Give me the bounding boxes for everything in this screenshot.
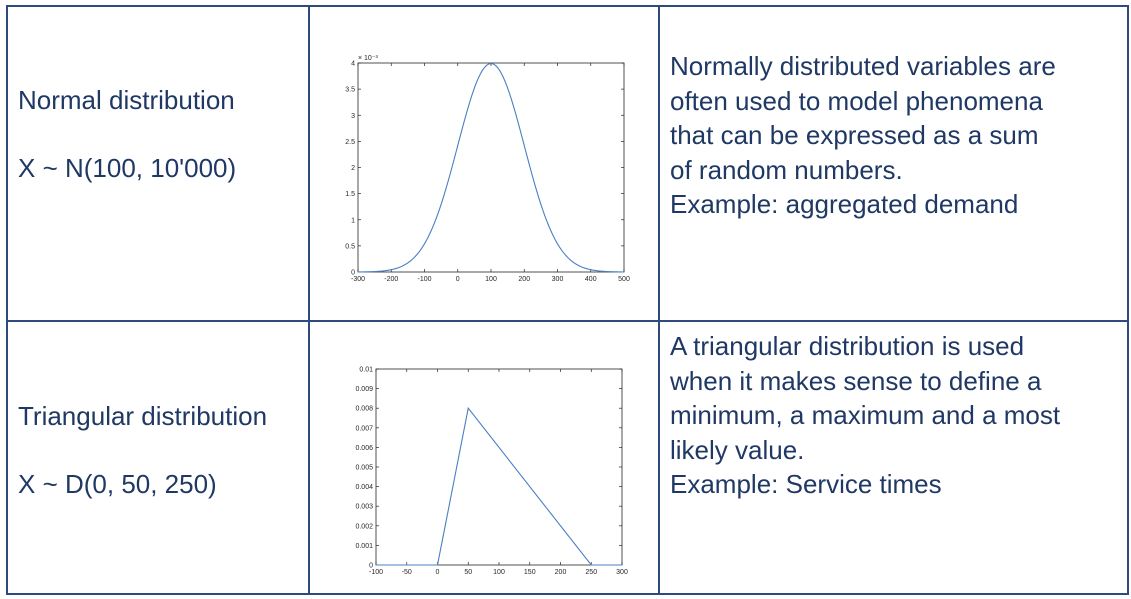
series-line (376, 406, 622, 566)
x-tick-label: -50 (402, 569, 412, 576)
x-tick-label: 0 (456, 276, 460, 283)
y-tick-label: 0.004 (355, 484, 373, 491)
x-tick-label: 250 (585, 569, 597, 576)
distribution-formula: X ~ D(0, 50, 250) (18, 469, 217, 499)
row-label-normal: Normal distribution X ~ N(100, 10'000) (18, 49, 303, 219)
y-tick-label: 3.5 (345, 87, 355, 94)
x-tick-label: -300 (351, 276, 365, 283)
y-tick-label: 0.01 (359, 367, 373, 374)
y-tick-label: 1.5 (345, 191, 355, 198)
y-tick-label: 0.008 (355, 406, 373, 413)
x-tick-label: 200 (555, 569, 567, 576)
y-tick-label: 1 (351, 217, 355, 224)
x-tick-label: 50 (464, 569, 472, 576)
chart-cell-triangular: -100 -50 0 50 100 150 200 250 300 0 0.001 0.002 0.00… (310, 322, 658, 593)
x-tick-label: 500 (618, 276, 630, 283)
distribution-name: Triangular distribution (18, 401, 268, 431)
x-tick-label: 100 (493, 569, 505, 576)
y-tick-label: 2.5 (345, 139, 355, 146)
column-divider (658, 7, 660, 593)
plot-area (357, 62, 625, 273)
row-divider (8, 320, 1127, 322)
y-tick-label: 0 (351, 270, 355, 277)
y-tick-label: 3 (351, 113, 355, 120)
y-tick-label: 0.002 (355, 523, 373, 530)
table-grid: Normal distribution X ~ N(100, 10'000) -… (6, 5, 1129, 595)
y-tick-label: 0.5 (345, 243, 355, 250)
x-tick-label: 150 (524, 569, 536, 576)
x-tick-label: 400 (585, 276, 597, 283)
y-tick-label: 4 (351, 61, 355, 68)
x-tick-label: -100 (369, 569, 383, 576)
description-normal: Normally distributed variables are often… (670, 51, 1056, 219)
triangular-distribution-chart: -100 -50 0 50 100 150 200 250 300 0 0.001 0.002 0.00… (355, 367, 628, 577)
y-tick-label: 0.007 (355, 425, 373, 432)
y-tick-label: 0.006 (355, 445, 373, 452)
series-line (357, 62, 625, 273)
row-label-triangular: Triangular distribution X ~ D(0, 50, 250… (18, 365, 308, 535)
x-tick-label: -100 (417, 276, 431, 283)
x-tick-label: 200 (518, 276, 530, 283)
x-tick-label: -200 (384, 276, 398, 283)
x-tick-label: 300 (552, 276, 564, 283)
y-exponent-label: × 10⁻³ (358, 55, 379, 62)
description-triangular: A triangular distribution is used when i… (670, 331, 1061, 499)
distribution-name: Normal distribution (18, 85, 235, 115)
x-tick-label: 0 (436, 569, 440, 576)
y-tick-label: 0.009 (355, 386, 373, 393)
y-tick-label: 2 (351, 165, 355, 172)
x-tick-label: 100 (485, 276, 497, 283)
y-tick-label: 0.005 (355, 465, 373, 472)
chart-cell-normal: -300 -200 -100 0 100 200 300 400 500 0 0.5 1 1.5 2 2.5… (310, 7, 658, 320)
plot-area (375, 368, 623, 566)
y-tick-label: 0.003 (355, 504, 373, 511)
normal-distribution-chart: -300 -200 -100 0 100 200 300 400 500 0 0.5 1 1.5 2 2.5… (345, 55, 630, 283)
x-tick-label: 300 (616, 569, 628, 576)
distribution-formula: X ~ N(100, 10'000) (18, 153, 237, 183)
y-tick-label: 0.001 (355, 543, 373, 550)
y-tick-label: 0 (369, 563, 373, 570)
column-divider (308, 7, 310, 593)
